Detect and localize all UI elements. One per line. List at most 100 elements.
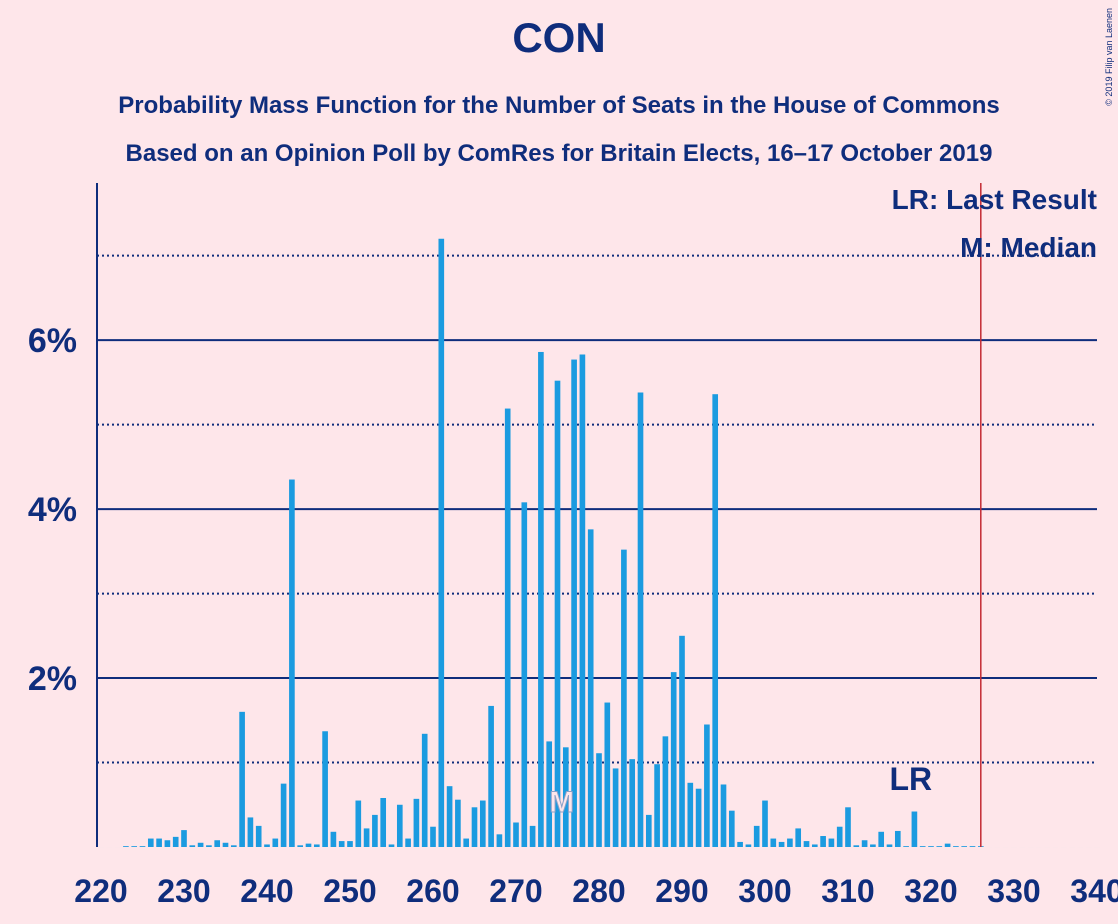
bar	[894, 830, 901, 847]
bar	[463, 838, 470, 847]
legend-entry: M: Median	[960, 232, 1097, 263]
bar	[538, 351, 544, 847]
chart-subtitle: Based on an Opinion Poll by ComRes for B…	[126, 140, 993, 167]
bar	[836, 826, 843, 847]
chart-title: CON	[512, 14, 605, 61]
bar	[289, 479, 295, 847]
bar	[230, 845, 237, 847]
bar	[338, 841, 345, 847]
bar	[455, 799, 461, 847]
bar	[123, 846, 129, 847]
bar	[496, 834, 503, 847]
bar	[936, 846, 943, 847]
bar	[405, 838, 411, 847]
bar	[164, 840, 171, 847]
bar	[139, 846, 146, 847]
x-tick-label: 230	[157, 873, 210, 909]
bar	[147, 838, 154, 847]
bar	[396, 804, 403, 847]
bar	[131, 846, 138, 847]
bar	[687, 782, 694, 847]
bar	[280, 783, 287, 847]
bar	[845, 807, 851, 847]
x-tick-label: 280	[572, 873, 625, 909]
chart-subtitle: Probability Mass Function for the Number…	[118, 92, 999, 119]
x-tick-label: 260	[406, 873, 459, 909]
bar	[438, 238, 445, 847]
bar	[704, 724, 710, 847]
bar	[645, 814, 652, 847]
x-tick-label: 330	[987, 873, 1040, 909]
bar	[554, 380, 561, 847]
bar	[853, 845, 860, 847]
bar	[313, 844, 320, 847]
bar	[322, 731, 328, 847]
bar	[953, 846, 959, 847]
bar	[695, 788, 702, 847]
bar	[778, 841, 785, 847]
bar	[720, 784, 727, 847]
x-tick-label: 220	[74, 873, 127, 909]
x-tick-label: 270	[489, 873, 542, 909]
bar	[562, 747, 569, 847]
bar	[571, 359, 577, 847]
bar	[612, 768, 619, 847]
bar	[504, 408, 511, 847]
bar	[430, 826, 436, 847]
bar	[579, 354, 586, 847]
median-label: M	[549, 786, 574, 819]
bar	[388, 844, 395, 847]
legend-entry: LR: Last Result	[892, 184, 1097, 215]
bar	[679, 635, 685, 847]
last-result-label: LR	[889, 761, 932, 797]
bar	[654, 764, 660, 847]
bar	[795, 828, 802, 847]
bar	[380, 798, 387, 847]
x-tick-label: 250	[323, 873, 376, 909]
bar	[479, 800, 486, 847]
bar	[728, 810, 735, 847]
bar	[355, 800, 362, 847]
bar	[712, 394, 719, 847]
bar	[181, 830, 187, 847]
bar	[513, 822, 519, 847]
bar	[944, 843, 951, 847]
bar	[156, 838, 162, 847]
bar	[928, 846, 934, 847]
bar	[886, 844, 893, 847]
bar	[363, 828, 370, 847]
bar	[828, 838, 835, 847]
bar	[753, 825, 760, 847]
bar	[870, 844, 876, 847]
bar	[737, 841, 743, 847]
bar	[446, 786, 453, 847]
bar	[372, 814, 378, 847]
bar	[214, 840, 221, 847]
bar	[670, 672, 677, 847]
x-tick-label: 310	[821, 873, 874, 909]
bar	[637, 392, 644, 847]
bar	[189, 845, 196, 847]
y-tick-label: 4%	[28, 491, 77, 529]
x-tick-label: 320	[904, 873, 957, 909]
bar	[305, 843, 312, 847]
copyright: © 2019 Filip van Laenen	[1104, 8, 1114, 106]
bar	[604, 702, 611, 847]
bar	[239, 711, 245, 847]
y-tick-label: 6%	[28, 322, 77, 360]
bar	[919, 846, 926, 847]
x-tick-label: 240	[240, 873, 293, 909]
bar	[762, 800, 768, 847]
bar	[587, 529, 594, 847]
bar	[803, 841, 810, 847]
bar	[529, 825, 536, 847]
bar	[197, 842, 204, 847]
bar	[745, 844, 752, 847]
x-tick-label: 300	[738, 873, 791, 909]
bar	[521, 502, 528, 847]
bar	[330, 831, 337, 847]
bar	[222, 842, 229, 847]
bar	[787, 838, 793, 847]
bar	[969, 846, 976, 847]
